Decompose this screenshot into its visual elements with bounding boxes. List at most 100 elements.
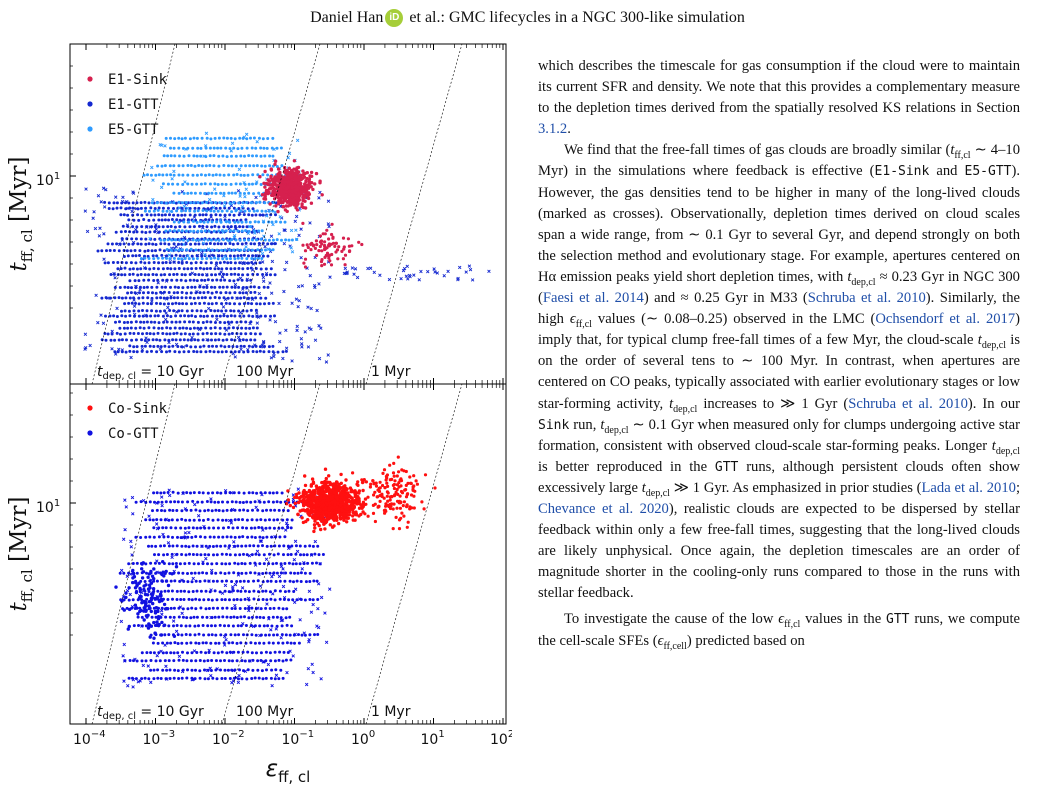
e1-gtt-point <box>135 225 139 229</box>
co-gtt-point <box>206 491 210 495</box>
orcid-icon[interactable]: iD <box>385 9 404 27</box>
e5-gtt-point <box>261 173 265 177</box>
co-gtt-point <box>316 598 320 601</box>
e5-gtt-point <box>206 220 210 224</box>
e1-gtt-point <box>195 309 199 313</box>
e1-gtt-point <box>147 278 151 282</box>
e5-gtt-point <box>244 164 248 168</box>
co-gtt-point <box>236 544 240 548</box>
co-sink-point <box>317 487 321 491</box>
e1-gtt-point <box>254 308 258 312</box>
co-sink-point <box>338 486 342 491</box>
co-gtt-cross <box>307 640 311 644</box>
e1-gtt-point <box>115 331 119 335</box>
e1-gtt-point <box>215 290 218 294</box>
co-gtt-point <box>167 562 171 566</box>
e1-gtt-cross <box>294 214 299 219</box>
e1-sink-point <box>295 166 299 170</box>
citation-schruba[interactable]: Schruba et al. 2010 <box>807 290 926 307</box>
co-sink-point <box>306 518 310 522</box>
e1-gtt-point <box>154 309 158 313</box>
e1-gtt-point <box>137 218 141 222</box>
e1-gtt-point <box>161 225 165 229</box>
co-sink-point <box>412 494 416 498</box>
e1-sink-point <box>318 240 322 244</box>
co-gtt-point <box>144 562 148 566</box>
co-gtt-point <box>215 579 219 583</box>
e5-gtt-point <box>241 201 245 205</box>
citation-lada[interactable]: Lada et al. 2010 <box>921 479 1016 496</box>
co-gtt-point <box>211 676 215 680</box>
e5-gtt-point <box>251 238 254 242</box>
co-gtt-point <box>295 579 299 583</box>
e1-sink-point <box>287 166 291 170</box>
section-link[interactable]: 3.1.2 <box>538 121 568 138</box>
e1-gtt-point <box>209 213 213 217</box>
co-gtt-point <box>191 544 195 548</box>
e1-gtt-point <box>178 225 182 229</box>
co-gtt-point <box>124 591 128 595</box>
co-sink-point <box>405 503 409 507</box>
e1-gtt-point <box>246 273 250 277</box>
co-sink-point <box>312 523 317 527</box>
e1-gtt-point <box>151 291 154 295</box>
citation-faesi[interactable]: Faesi et al. 2014 <box>542 290 644 307</box>
e1-gtt-point <box>194 261 198 265</box>
e1-gtt-point <box>218 261 222 265</box>
citation-schruba-2[interactable]: Schruba et al. 2010 <box>848 395 968 412</box>
co-gtt-point <box>157 535 161 539</box>
e1-sink-point <box>281 205 285 209</box>
e1-gtt-point <box>254 344 258 348</box>
citation-ochsendorf[interactable]: Ochsendorf et al. 2017 <box>875 311 1016 328</box>
e1-gtt-point <box>172 332 176 336</box>
co-sink-point <box>390 477 394 481</box>
e5-gtt-point <box>196 209 200 213</box>
co-gtt-point <box>203 579 207 583</box>
co-gtt-point <box>255 651 258 655</box>
co-gtt-point <box>262 562 266 566</box>
co-gtt-point <box>245 553 249 557</box>
e5-gtt-point <box>232 173 236 177</box>
e5-gtt-point <box>169 136 172 140</box>
e1-gtt-point <box>228 291 232 295</box>
co-sink-point <box>390 502 394 506</box>
co-gtt-point <box>142 609 146 613</box>
e1-gtt-point <box>145 285 149 289</box>
co-gtt-point <box>316 633 320 636</box>
e5-gtt-point <box>252 164 256 168</box>
co-gtt-point <box>163 509 167 513</box>
co-sink-point <box>377 486 381 490</box>
co-gtt-point <box>161 526 165 530</box>
e5-gtt-cross <box>163 144 167 148</box>
e1-sink-point <box>271 193 276 197</box>
co-gtt-point <box>299 553 302 557</box>
e1-gtt-point <box>181 326 185 330</box>
e5-gtt-point <box>185 248 189 252</box>
co-gtt-point <box>204 641 208 645</box>
e5-gtt-point <box>223 248 227 252</box>
e1-gtt-point <box>104 314 107 318</box>
co-gtt-point <box>253 561 257 565</box>
co-gtt-point <box>223 598 227 602</box>
e1-gtt-point <box>122 249 126 252</box>
e5-gtt-point <box>213 136 217 140</box>
e1-gtt-cross <box>281 356 285 361</box>
e5-gtt-point <box>240 256 244 260</box>
co-sink-point <box>310 477 315 481</box>
co-gtt-point <box>264 650 268 654</box>
co-gtt-point <box>313 552 317 556</box>
co-gtt-cross <box>311 670 315 675</box>
citation-chevance[interactable]: Chevance et al. 2020 <box>538 500 669 517</box>
e1-gtt-point <box>251 254 255 258</box>
co-gtt-point <box>283 579 287 583</box>
e1-gtt-point <box>141 296 145 300</box>
co-gtt-point <box>212 526 216 530</box>
e5-gtt-point <box>290 238 294 242</box>
e1-gtt-point <box>199 261 203 265</box>
co-gtt-point <box>293 571 296 575</box>
co-sink-point <box>332 499 336 503</box>
e1-gtt-cross <box>88 343 92 348</box>
co-gtt-point <box>196 500 200 504</box>
co-gtt-point <box>250 553 254 557</box>
e5-gtt-point <box>184 209 188 213</box>
